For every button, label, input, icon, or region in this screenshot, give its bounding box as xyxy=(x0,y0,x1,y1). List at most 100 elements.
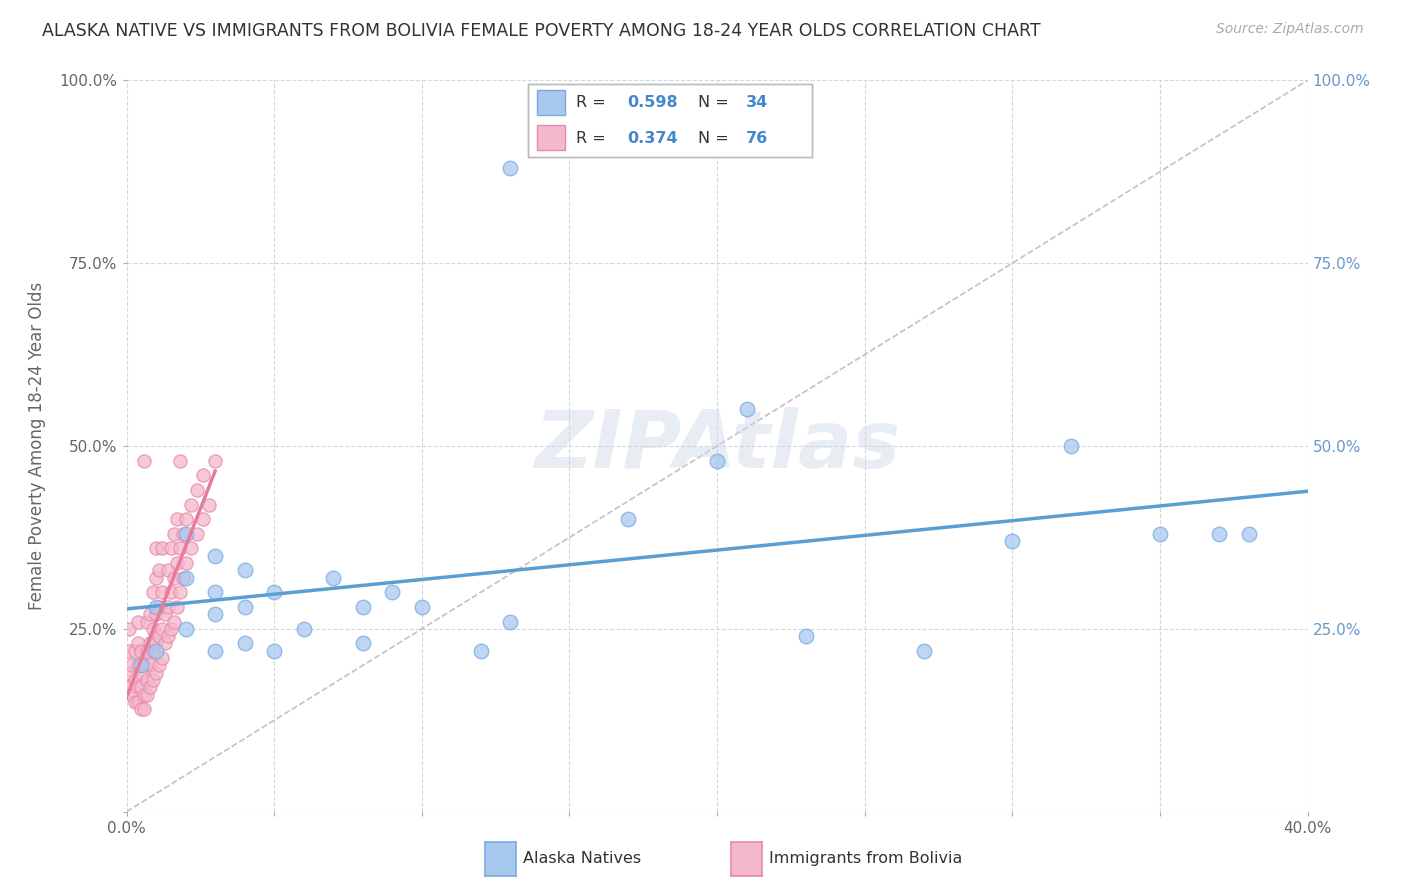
Point xyxy=(186,483,208,497)
Point xyxy=(124,644,146,658)
Point xyxy=(145,644,167,658)
Point xyxy=(134,453,156,467)
Point xyxy=(166,599,188,614)
Point xyxy=(129,665,153,680)
Point xyxy=(145,541,167,556)
Point xyxy=(160,622,183,636)
Point xyxy=(499,615,522,629)
Point xyxy=(129,644,153,658)
Point xyxy=(352,599,374,614)
Point xyxy=(169,453,191,467)
Point xyxy=(174,526,197,541)
Point xyxy=(204,585,226,599)
Point xyxy=(1060,439,1083,453)
Point xyxy=(127,636,149,650)
Point xyxy=(166,512,188,526)
Point xyxy=(912,644,935,658)
Point xyxy=(139,681,162,695)
Point xyxy=(148,563,170,577)
Point xyxy=(121,688,143,702)
Point xyxy=(174,571,197,585)
Point xyxy=(174,556,197,570)
Point xyxy=(142,644,165,658)
Text: Alaska Natives: Alaska Natives xyxy=(523,852,641,866)
Point xyxy=(233,599,256,614)
Point xyxy=(129,681,153,695)
Point xyxy=(233,563,256,577)
Point xyxy=(150,585,173,599)
Point xyxy=(204,607,226,622)
Point xyxy=(292,622,315,636)
Point xyxy=(735,402,758,417)
Point xyxy=(233,636,256,650)
Point xyxy=(163,571,186,585)
Point xyxy=(204,453,226,467)
Point xyxy=(142,585,165,599)
Point xyxy=(499,161,522,175)
Point xyxy=(163,526,186,541)
Text: ALASKA NATIVE VS IMMIGRANTS FROM BOLIVIA FEMALE POVERTY AMONG 18-24 YEAR OLDS CO: ALASKA NATIVE VS IMMIGRANTS FROM BOLIVIA… xyxy=(42,22,1040,40)
Point xyxy=(134,702,156,716)
Point xyxy=(118,681,141,695)
Point xyxy=(172,571,194,585)
Point xyxy=(193,468,215,483)
Point xyxy=(381,585,404,599)
Point xyxy=(145,665,167,680)
Point xyxy=(150,622,173,636)
Point xyxy=(1237,526,1260,541)
Point xyxy=(121,658,143,673)
Point xyxy=(129,658,153,673)
Point xyxy=(134,658,156,673)
Point xyxy=(263,585,285,599)
Point xyxy=(204,549,226,563)
Point xyxy=(148,658,170,673)
Point xyxy=(470,644,492,658)
Point xyxy=(180,541,202,556)
Text: ZIPAtlas: ZIPAtlas xyxy=(534,407,900,485)
Point xyxy=(153,607,176,622)
Point xyxy=(124,673,146,687)
Point xyxy=(352,636,374,650)
Point xyxy=(127,658,149,673)
Point xyxy=(617,512,640,526)
Point xyxy=(136,688,159,702)
Point xyxy=(166,556,188,570)
Point xyxy=(193,512,215,526)
Point xyxy=(160,541,183,556)
Point xyxy=(186,526,208,541)
Point xyxy=(148,599,170,614)
Point xyxy=(180,498,202,512)
Point xyxy=(134,688,156,702)
Point xyxy=(263,644,285,658)
Point xyxy=(118,622,141,636)
Point xyxy=(156,563,179,577)
Point xyxy=(142,622,165,636)
Point xyxy=(124,695,146,709)
Text: Source: ZipAtlas.com: Source: ZipAtlas.com xyxy=(1216,22,1364,37)
Point xyxy=(172,526,194,541)
Point xyxy=(794,629,817,643)
Point xyxy=(118,644,141,658)
Point xyxy=(142,673,165,687)
Point xyxy=(1001,534,1024,549)
Point xyxy=(169,541,191,556)
Point xyxy=(174,622,197,636)
Point xyxy=(150,651,173,665)
Point xyxy=(174,512,197,526)
Point xyxy=(1208,526,1230,541)
Point xyxy=(139,658,162,673)
Point xyxy=(153,636,176,650)
Point xyxy=(139,607,162,622)
Point xyxy=(148,629,170,643)
Point xyxy=(136,673,159,687)
Point xyxy=(118,665,141,680)
Point xyxy=(145,607,167,622)
Point xyxy=(145,636,167,650)
Point xyxy=(204,644,226,658)
Point xyxy=(127,681,149,695)
Point xyxy=(198,498,221,512)
Point xyxy=(160,585,183,599)
Point xyxy=(706,453,728,467)
Point xyxy=(145,571,167,585)
Point xyxy=(129,702,153,716)
